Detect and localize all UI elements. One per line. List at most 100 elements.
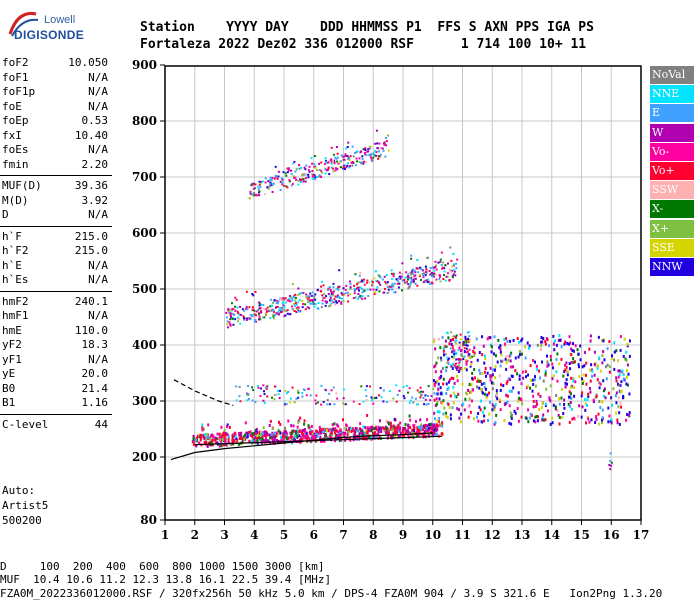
param-value: 10.40 <box>74 128 108 142</box>
echo-point <box>428 428 431 432</box>
echo-point <box>557 397 560 401</box>
echo-point <box>436 419 439 423</box>
echo-point <box>293 438 296 442</box>
echo-point <box>431 430 434 434</box>
echo-point <box>473 351 476 355</box>
echo-point <box>452 401 455 405</box>
echo-point <box>432 340 435 344</box>
echo-point <box>480 382 483 386</box>
echo-point <box>560 357 563 361</box>
echo-point <box>544 402 547 406</box>
echo-point <box>441 424 444 428</box>
echo-point <box>499 408 502 412</box>
echo-point <box>236 306 239 309</box>
y-tick-label: 80 <box>140 513 157 527</box>
echo-point <box>411 269 414 272</box>
echo-point <box>395 278 398 281</box>
echo-point <box>553 348 556 352</box>
echo-point <box>290 184 293 187</box>
echo-point <box>494 402 497 406</box>
echo-point <box>623 337 626 341</box>
echo-point <box>234 434 237 438</box>
echo-point <box>491 403 494 407</box>
echo-point <box>451 406 454 410</box>
echo-point <box>273 398 276 401</box>
echo-point <box>527 346 530 350</box>
echo-point <box>454 340 457 344</box>
echo-point <box>257 386 260 389</box>
echo-point <box>362 162 365 165</box>
echo-point <box>356 160 359 163</box>
echo-point <box>229 314 232 317</box>
echo-point <box>310 299 313 302</box>
echo-point <box>199 438 202 442</box>
echo-point <box>411 396 414 399</box>
echo-point <box>333 298 336 301</box>
echo-point <box>496 397 499 401</box>
echo-point <box>435 423 438 427</box>
echo-point <box>321 171 324 174</box>
echo-point <box>264 181 267 184</box>
echo-point <box>505 393 508 397</box>
echo-point <box>332 294 335 297</box>
echo-point <box>587 394 590 398</box>
echo-point <box>235 440 238 444</box>
x-tick-label: 1 <box>161 528 169 542</box>
echo-point <box>330 434 333 438</box>
echo-point <box>560 396 563 400</box>
echo-point <box>452 264 455 267</box>
echo-point <box>570 396 573 400</box>
echo-point <box>225 316 228 319</box>
x-tick-label: 5 <box>280 528 288 542</box>
echo-point <box>218 438 221 442</box>
echo-point <box>498 374 501 378</box>
echo-point <box>359 286 362 289</box>
echo-point <box>261 432 264 436</box>
echo-point <box>251 192 254 195</box>
echo-point <box>434 364 437 368</box>
echo-point <box>441 261 444 264</box>
echo-point <box>331 299 334 302</box>
echo-point <box>359 296 362 299</box>
echo-point <box>439 258 442 261</box>
echo-point <box>404 423 407 427</box>
echo-point <box>505 361 508 365</box>
echo-point <box>509 378 512 382</box>
echo-point <box>540 340 543 344</box>
echo-point <box>458 346 461 350</box>
echo-point <box>214 436 217 440</box>
echo-point <box>332 170 335 173</box>
echo-point <box>333 290 336 293</box>
echo-point <box>455 334 458 337</box>
echo-point <box>458 408 461 412</box>
echo-point <box>362 425 365 429</box>
echo-point <box>365 429 368 433</box>
echo-point <box>391 428 394 432</box>
echo-point <box>437 388 440 392</box>
echo-point <box>541 416 544 420</box>
echo-point <box>601 354 604 358</box>
echo-point <box>290 296 293 299</box>
echo-point <box>486 337 489 341</box>
echo-point <box>226 323 229 326</box>
echo-point <box>290 436 293 440</box>
echo-point <box>494 354 497 358</box>
echo-point <box>231 437 234 441</box>
legend-item-noval: NoVal <box>650 66 694 84</box>
echo-point <box>205 441 208 445</box>
echo-point <box>436 428 439 432</box>
echo-point <box>383 143 386 146</box>
echo-point <box>280 306 283 309</box>
echo-point <box>524 370 527 374</box>
echo-point <box>229 324 232 327</box>
echo-point <box>534 360 537 364</box>
echo-point <box>268 309 271 312</box>
echo-point <box>442 377 445 381</box>
echo-point <box>290 173 293 176</box>
echo-point <box>308 431 311 435</box>
echo-point <box>290 397 293 400</box>
x-tick-label: 6 <box>310 528 318 542</box>
echo-point <box>439 260 442 263</box>
param-row: foEp 0.53 <box>0 114 112 129</box>
echo-point <box>410 254 413 257</box>
